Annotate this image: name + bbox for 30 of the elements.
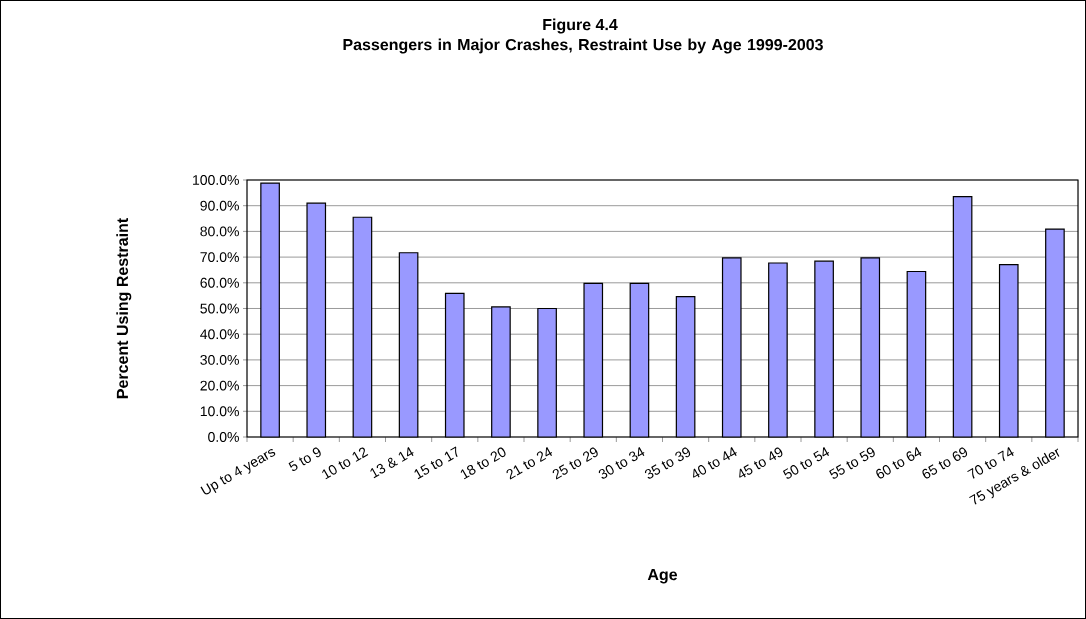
chart-title: Figure 4.4 [543,18,618,34]
y-tick-label: 40.0% [200,329,239,340]
x-tick-label: 5 to 9 [288,447,321,471]
y-tick-label: 30.0% [200,354,239,365]
y-tick-label: 80.0% [200,226,239,237]
x-tick-label: 40 to 44 [693,447,737,478]
x-tick-label: 15 to 17 [414,446,458,480]
x-axis-title: Age [647,569,678,584]
x-tick-label: 45 to 49 [739,447,783,478]
x-tick-label: 35 to 39 [644,447,691,479]
x-tick-label: 21 to 24 [506,447,553,480]
y-tick-label: 0.0% [208,432,239,442]
y-tick-label: 20.0% [200,380,239,391]
y-tick-label: 60.0% [200,277,239,288]
y-tick-label: 70.0% [200,252,239,263]
y-tick-label: 10.0% [200,406,239,417]
x-tick-label: 18 to 20 [460,447,506,480]
x-tick-label: 55 to 59 [829,447,875,479]
y-tick-label: 100.0% [193,175,239,185]
x-tick-label: 10 to 12 [322,447,369,480]
x-tick-label: 30 to 34 [598,447,645,479]
x-tick-label: 25 to 29 [552,447,598,480]
chart-subtitle: Passengers in Major Crashes, Restraint Use by Age 1999-2003 [343,38,823,54]
x-tick-label: 13 & 14 [370,447,414,479]
x-tick-label: 50 to 54 [782,447,830,479]
x-tick-label: 65 to 69 [922,447,968,479]
y-axis-title: Percent Using Restraint [116,218,132,399]
x-tick-label: 60 to 64 [876,447,922,479]
y-tick-label: 90.0% [200,200,239,211]
y-tick-label: 50.0% [200,303,239,314]
